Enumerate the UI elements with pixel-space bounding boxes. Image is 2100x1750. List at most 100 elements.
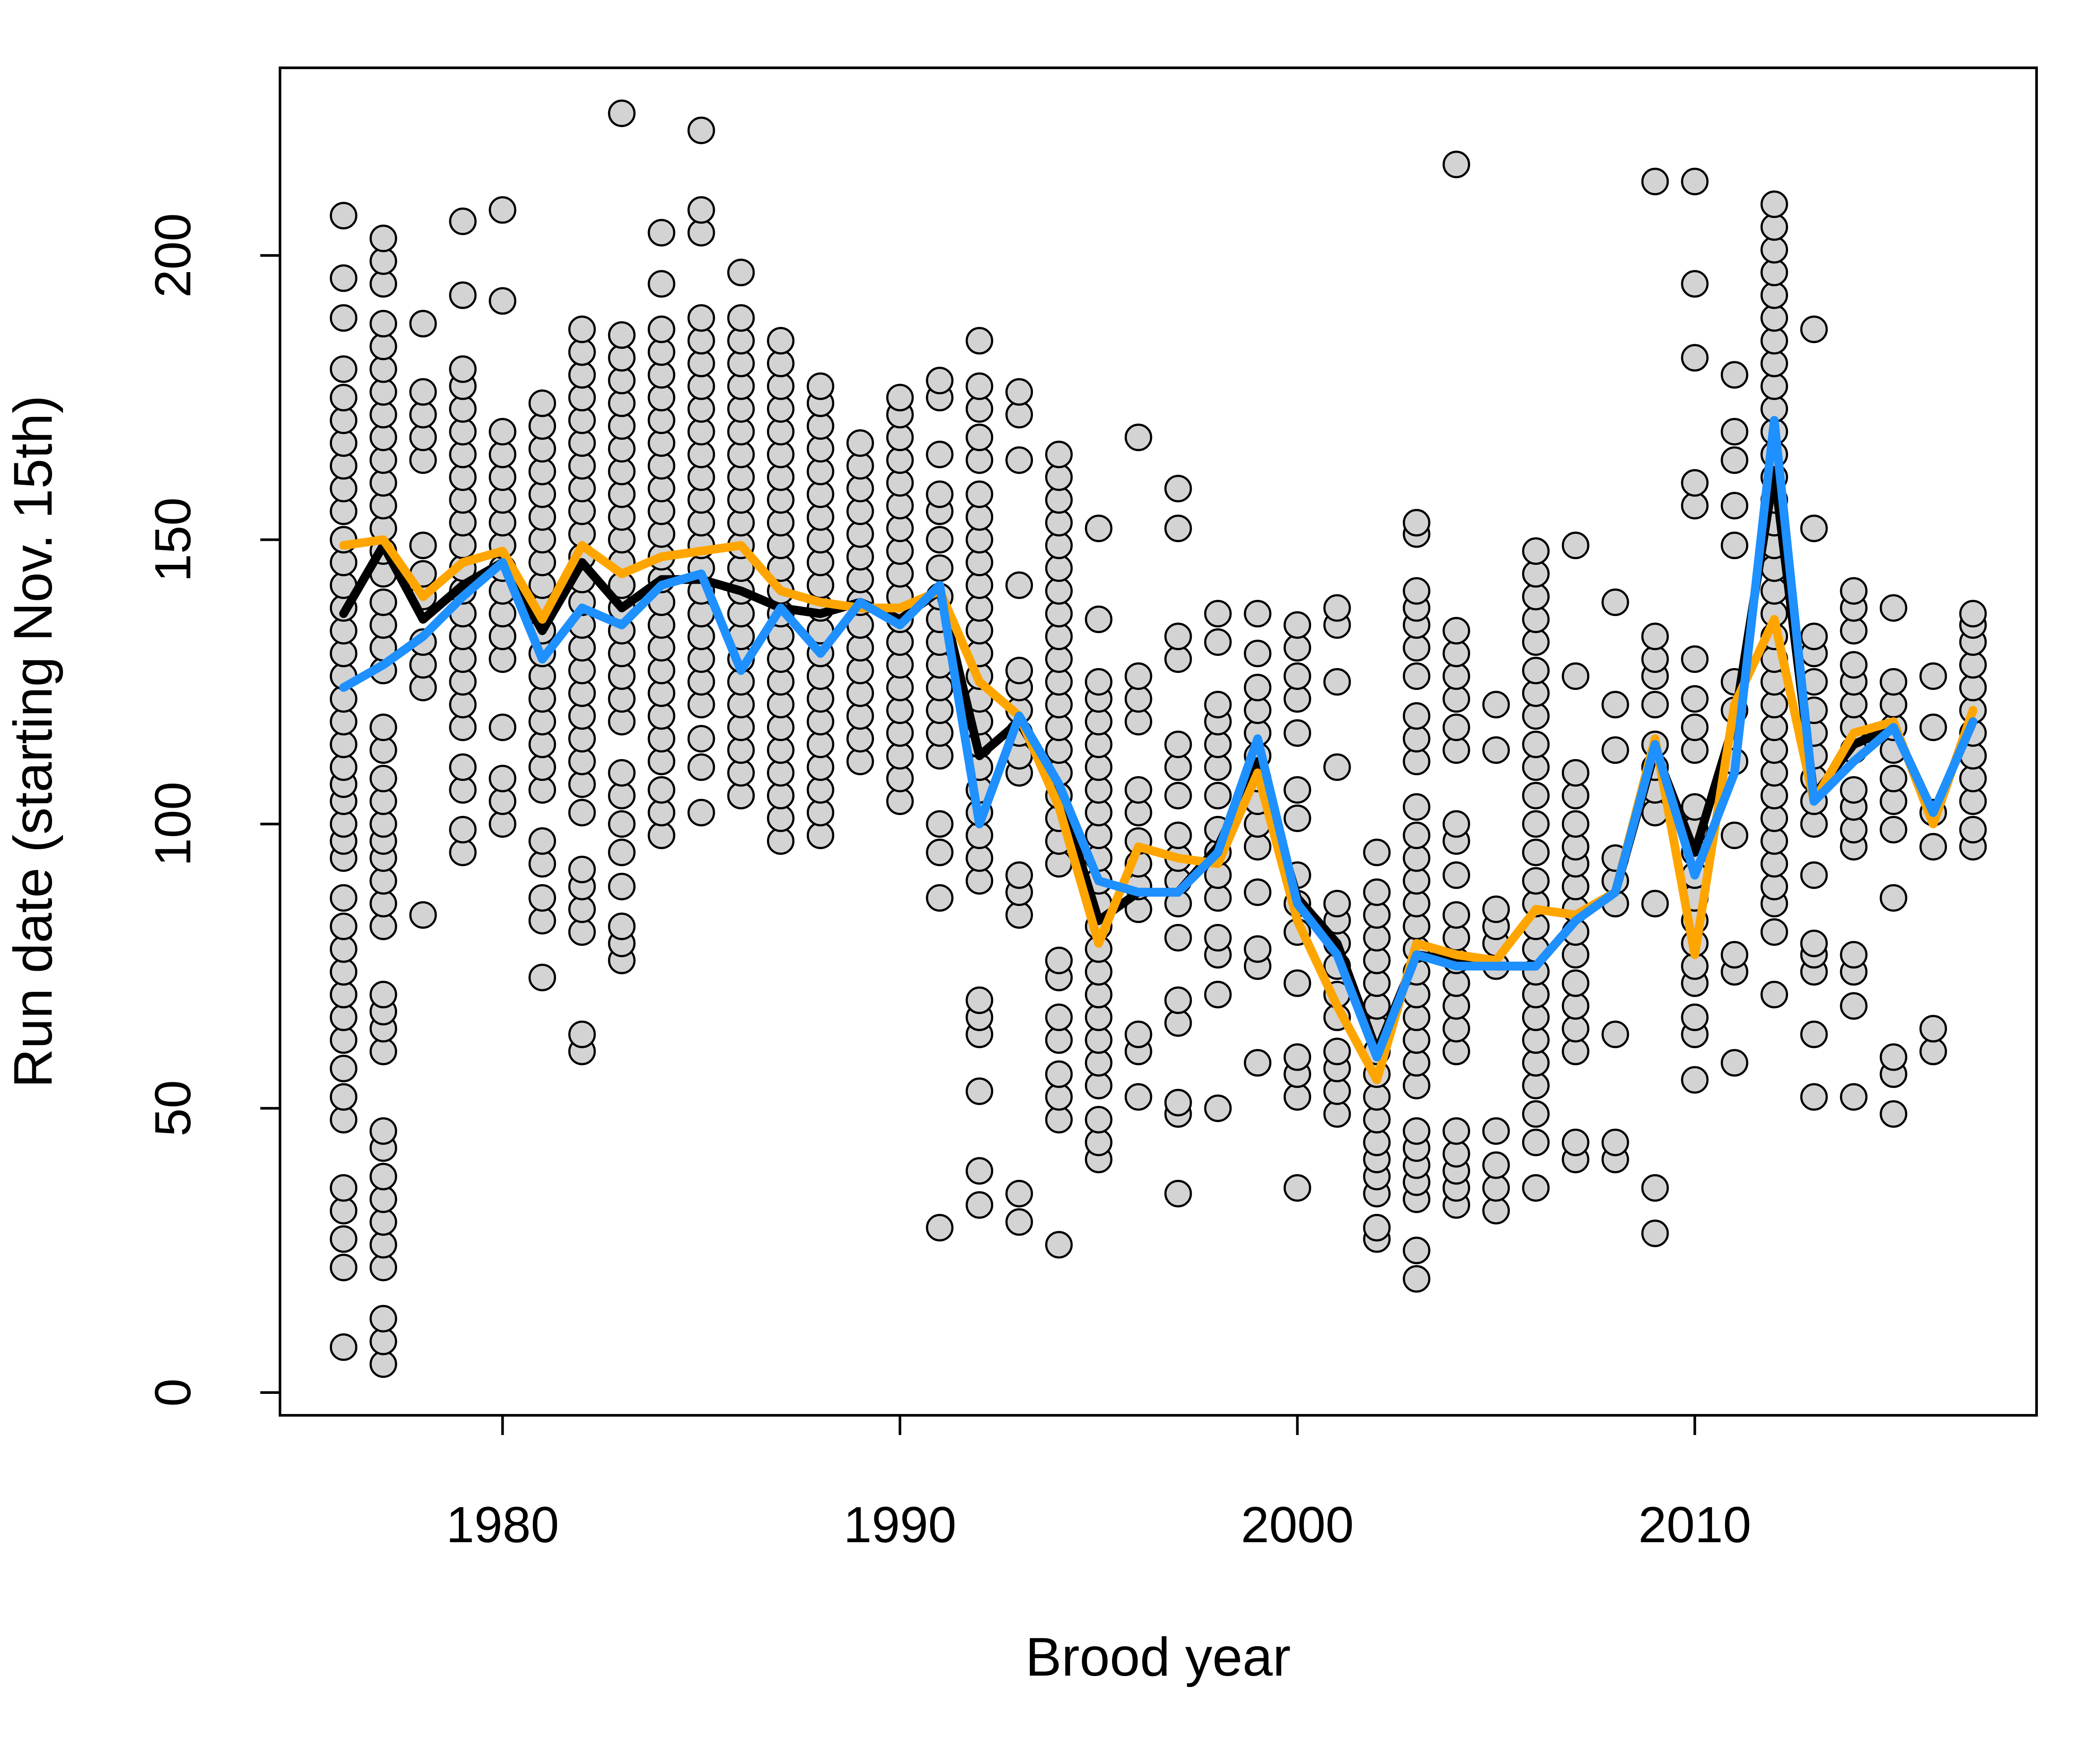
data-point <box>1363 1128 1391 1156</box>
data-point <box>767 736 794 764</box>
data-point <box>329 1333 357 1361</box>
data-point <box>1721 1049 1749 1077</box>
data-point <box>449 753 477 781</box>
data-point <box>409 378 437 406</box>
y-tick-label: 150 <box>144 497 201 582</box>
data-point <box>1005 378 1033 406</box>
data-point <box>608 321 636 349</box>
data-point <box>1085 821 1113 849</box>
data-point <box>369 1253 397 1281</box>
data-point <box>1601 588 1629 616</box>
data-point <box>1959 600 1987 628</box>
data-point <box>329 384 357 412</box>
data-point <box>1045 1060 1073 1088</box>
data-point <box>608 912 636 940</box>
data-point <box>449 418 477 446</box>
data-point <box>1442 901 1470 929</box>
data-point <box>1045 668 1073 696</box>
data-point <box>1164 475 1192 503</box>
data-point <box>1760 190 1788 218</box>
data-point <box>727 691 755 718</box>
data-point <box>687 327 715 355</box>
data-point <box>1919 1015 1947 1043</box>
data-point <box>1561 662 1589 690</box>
data-point <box>409 532 437 560</box>
data-point <box>1164 1009 1192 1037</box>
data-point <box>1601 1128 1629 1156</box>
data-point <box>1164 1180 1192 1208</box>
data-point <box>1045 532 1073 560</box>
data-point <box>648 634 676 662</box>
data-point <box>648 406 676 434</box>
data-point <box>806 372 834 400</box>
data-point <box>926 1214 954 1242</box>
data-point <box>1800 1020 1828 1048</box>
data-point <box>1880 816 1908 844</box>
data-point <box>1403 577 1431 605</box>
data-point <box>329 304 357 332</box>
data-point <box>727 463 755 491</box>
data-point <box>608 810 636 838</box>
data-point <box>329 1174 357 1202</box>
data-point <box>1204 753 1232 781</box>
lines-layer <box>339 416 1978 1085</box>
data-point <box>806 685 834 713</box>
data-point <box>1283 1043 1311 1071</box>
data-point <box>1045 463 1073 491</box>
data-point <box>1323 753 1351 781</box>
data-point <box>1403 725 1431 752</box>
data-point <box>608 685 636 713</box>
data-point <box>1522 628 1550 656</box>
data-point <box>1880 1100 1908 1128</box>
data-point <box>1561 759 1589 787</box>
data-point <box>1005 657 1033 685</box>
data-point <box>767 441 794 469</box>
data-point <box>926 719 954 747</box>
data-point <box>1442 736 1470 764</box>
data-point <box>1442 1037 1470 1065</box>
data-point <box>1522 1174 1550 1202</box>
data-point <box>1124 708 1152 735</box>
data-point <box>1442 969 1470 997</box>
data-point <box>329 475 357 503</box>
data-point <box>1760 714 1788 741</box>
data-point <box>1164 821 1192 849</box>
data-point <box>767 645 794 673</box>
data-point <box>966 617 994 645</box>
data-point <box>1482 1197 1510 1225</box>
data-point <box>1760 304 1788 332</box>
data-point <box>1522 679 1550 707</box>
data-point <box>1323 668 1351 696</box>
data-point <box>1403 867 1431 895</box>
data-point <box>1204 884 1232 912</box>
data-point <box>489 486 517 514</box>
data-point <box>767 395 794 423</box>
data-point <box>687 668 715 696</box>
data-point <box>1045 691 1073 718</box>
data-point <box>767 782 794 809</box>
data-point <box>528 549 556 577</box>
data-point <box>727 736 755 764</box>
data-point <box>1522 1100 1550 1128</box>
data-point <box>846 543 874 571</box>
data-point <box>1164 1088 1192 1116</box>
data-point <box>449 645 477 673</box>
data-point <box>489 788 517 815</box>
data-point <box>1681 168 1709 196</box>
data-point <box>1403 1265 1431 1293</box>
data-point <box>1880 668 1908 696</box>
data-point <box>369 588 397 616</box>
data-point <box>1403 1117 1431 1145</box>
data-point <box>1085 980 1113 1008</box>
y-tick-label: 200 <box>144 213 201 298</box>
data-point <box>1403 1236 1431 1264</box>
data-point <box>568 798 596 826</box>
data-point <box>1840 941 1868 969</box>
data-point <box>329 708 357 735</box>
data-point <box>1085 1106 1113 1134</box>
data-point <box>966 1157 994 1185</box>
data-point <box>648 821 676 849</box>
data-point <box>568 918 596 946</box>
data-point <box>369 247 397 275</box>
data-point <box>528 963 556 991</box>
